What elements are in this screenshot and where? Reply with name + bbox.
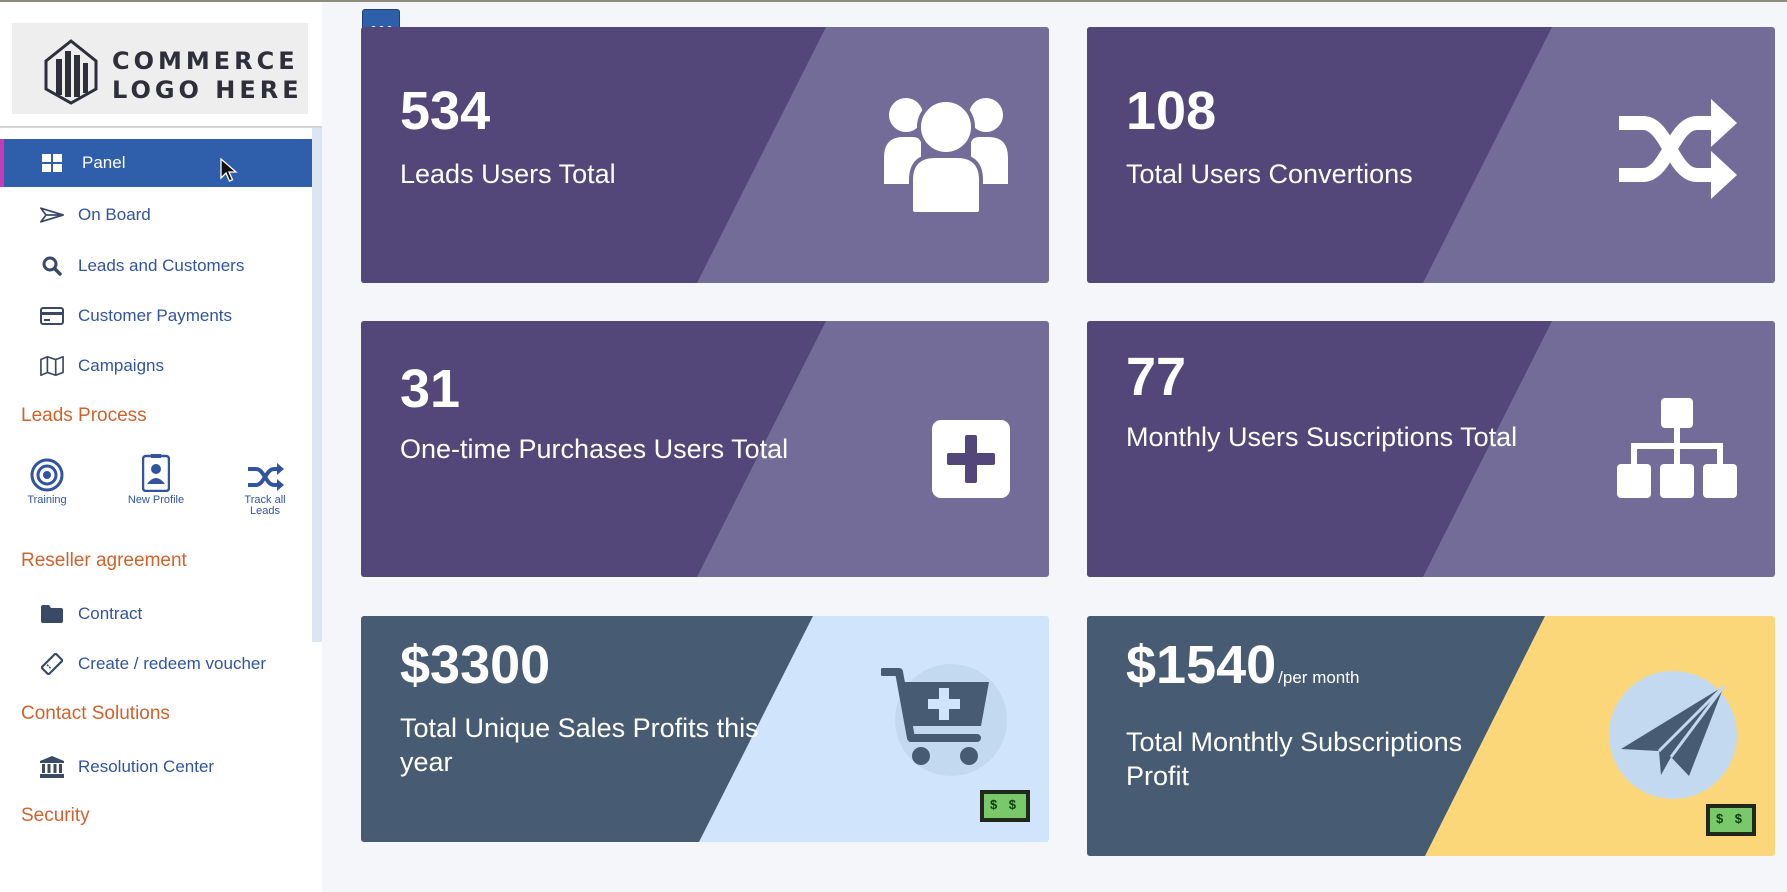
quick-action-label: New Profile (127, 494, 185, 506)
stat-label: Monthly Users Suscriptions Total (1126, 422, 1518, 452)
section-heading-leads-process: Leads Process (21, 405, 147, 426)
paper-plane-icon (1609, 671, 1737, 799)
stat-card-one-time-purchases[interactable]: 31 One-time Purchases Users Total (361, 321, 1049, 577)
money-bill-icon (980, 790, 1030, 822)
quick-action-new-profile[interactable]: New Profile (111, 452, 201, 506)
plus-square-icon (932, 420, 1010, 498)
card-background (361, 616, 1049, 842)
stat-value-amount: $1540 (1126, 635, 1277, 695)
paper-plane-icon (40, 204, 64, 226)
stat-label: Total Users Convertions (1126, 159, 1413, 189)
sidebar-item-resolution-center[interactable]: Resolution Center (0, 743, 312, 791)
section-heading-contact-solutions: Contact Solutions (21, 703, 170, 724)
bank-icon (40, 756, 64, 778)
stat-value: 31 (400, 359, 461, 419)
sidebar-item-contract[interactable]: Contract (0, 590, 312, 638)
card-background (361, 27, 1049, 283)
sidebar-item-label: Leads and Customers (78, 256, 245, 275)
card-background (1087, 27, 1775, 283)
logo-line-1: COMMERCE (112, 47, 299, 75)
company-logo[interactable]: COMMERCE LOGO HERE (12, 23, 308, 114)
search-icon (40, 255, 64, 277)
credit-card-icon (40, 305, 64, 327)
ticket-icon (40, 653, 64, 675)
stat-value: 108 (1126, 81, 1217, 141)
stat-label: One-time Purchases Users Total (400, 434, 789, 464)
logo-line-2: LOGO HERE (112, 76, 303, 104)
stat-value: 77 (1126, 347, 1187, 407)
quick-action-label: Track all Leads (244, 494, 286, 517)
stat-value: $3300 (400, 635, 551, 695)
stat-card-leads-users[interactable]: 534 Leads Users Total (361, 27, 1049, 283)
cart-plus-icon (881, 664, 1007, 776)
stat-label: Total Monthtly Subscriptions Profit (1126, 727, 1463, 791)
sidebar-item-panel[interactable]: Panel (0, 139, 312, 187)
quick-action-training[interactable]: Training (2, 452, 92, 506)
sidebar-item-label: Campaigns (78, 356, 164, 375)
id-badge-icon (111, 452, 201, 492)
sidebar-item-create-redeem-voucher[interactable]: Create / redeem voucher (0, 640, 312, 688)
folder-icon (40, 603, 64, 625)
mouse-cursor-icon (220, 158, 238, 182)
building-logo-icon (44, 39, 98, 105)
grid-icon (40, 152, 64, 174)
stat-label: Leads Users Total (400, 159, 616, 189)
map-icon (40, 355, 64, 377)
section-heading-security[interactable]: Security (21, 805, 90, 826)
sidebar-item-on-board[interactable]: On Board (0, 191, 312, 239)
users-icon (884, 98, 1008, 214)
divider (0, 126, 322, 128)
shuffle-icon (220, 452, 310, 492)
section-heading-reseller-agreement: Reseller agreement (21, 550, 187, 571)
stat-card-monthly-subscriptions[interactable]: 77 Monthly Users Suscriptions Total (1087, 321, 1775, 577)
sidebar-item-label: Create / redeem voucher (78, 654, 267, 673)
sidebar-item-label: On Board (78, 205, 151, 224)
sidebar-item-customer-payments[interactable]: Customer Payments (0, 292, 312, 340)
shuffle-icon (1619, 99, 1737, 199)
stat-value: $1540/per month (1126, 635, 1359, 708)
stat-value: 534 (400, 81, 491, 141)
quick-action-track-all-leads[interactable]: Track all Leads (220, 452, 310, 517)
sidebar-item-label: Panel (82, 153, 126, 172)
window-top-border (0, 0, 1787, 2)
sitemap-icon (1617, 398, 1737, 498)
sidebar-item-label: Contract (78, 604, 143, 623)
sidebar: COMMERCE LOGO HERE Panel On Board Leads … (0, 2, 322, 892)
stat-value-suffix: /per month (1278, 668, 1360, 687)
stat-label: Total Unique Sales Profits this year (400, 713, 759, 777)
card-background (1087, 321, 1775, 577)
card-background (1087, 616, 1775, 856)
sidebar-item-campaigns[interactable]: Campaigns (0, 342, 312, 390)
sidebar-item-label: Resolution Center (78, 757, 215, 776)
sidebar-item-label: Customer Payments (78, 306, 232, 325)
logo-text: COMMERCE LOGO HERE (112, 47, 303, 105)
sidebar-scrollbar[interactable] (312, 128, 322, 642)
stat-card-user-conversions[interactable]: 108 Total Users Convertions (1087, 27, 1775, 283)
stat-card-unique-sales-profit[interactable]: $3300 Total Unique Sales Profits this ye… (361, 616, 1049, 842)
money-bill-icon (1706, 804, 1756, 836)
stat-card-monthly-subscriptions-profit[interactable]: $1540/per month Total Monthtly Subscript… (1087, 616, 1775, 856)
target-icon (2, 452, 92, 492)
quick-action-label: Training (27, 494, 67, 506)
sidebar-item-leads-and-customers[interactable]: Leads and Customers (0, 242, 312, 290)
